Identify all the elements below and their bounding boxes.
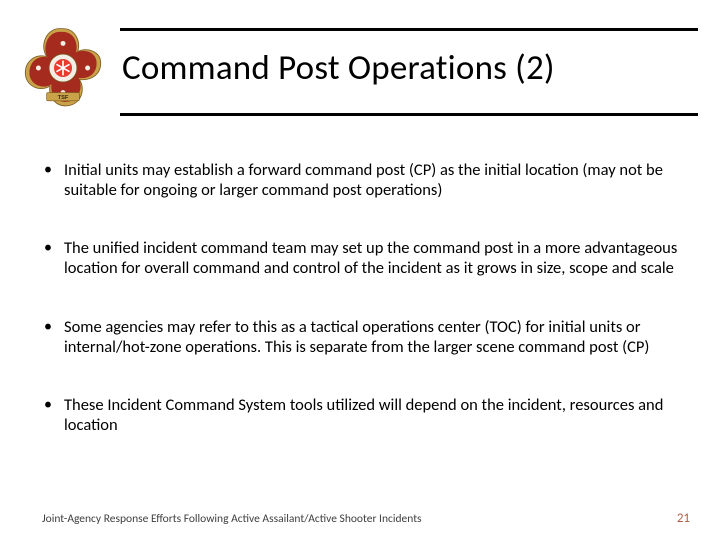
slide: TSF Command Post Operations (2) • Initia… [0,0,720,540]
slide-header: TSF Command Post Operations (2) [22,28,698,116]
bullet-marker: • [42,238,64,258]
bullet-item: • The unified incident command team may … [42,238,690,278]
bullet-item: • These Incident Command System tools ut… [42,395,690,435]
bullet-marker: • [42,395,64,415]
bullet-text: These Incident Command System tools util… [64,395,690,435]
footer-text: Joint-Agency Response Efforts Following … [42,512,422,526]
svg-text:TSF: TSF [58,95,69,101]
slide-title: Command Post Operations (2) [122,47,555,89]
firefighter-badge-icon: TSF [22,27,104,109]
bullet-text: Initial units may establish a forward co… [64,160,690,200]
bullet-marker: • [42,160,64,180]
bullet-item: • Some agencies may refer to this as a t… [42,317,690,357]
bullet-text: The unified incident command team may se… [64,238,690,278]
bullet-text: Some agencies may refer to this as a tac… [64,317,690,357]
slide-body: • Initial units may establish a forward … [42,160,690,473]
header-rule-bottom [120,113,698,116]
bullet-marker: • [42,317,64,337]
title-row: TSF Command Post Operations (2) [22,31,698,105]
slide-footer: Joint-Agency Response Efforts Following … [42,511,690,526]
page-number: 21 [677,511,690,526]
bullet-item: • Initial units may establish a forward … [42,160,690,200]
